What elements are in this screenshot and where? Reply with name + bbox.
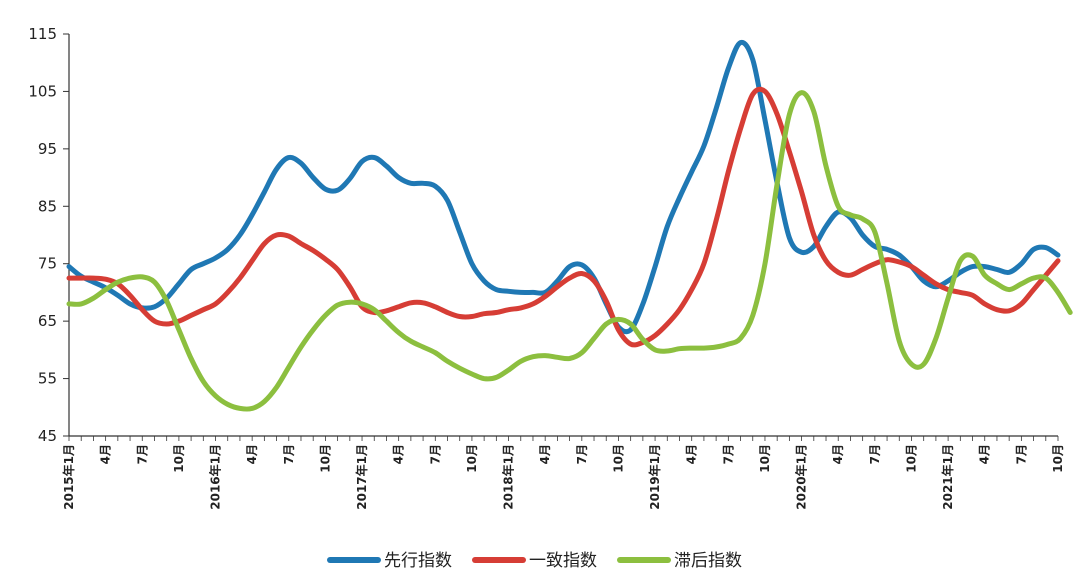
legend-label-coincident: 一致指数 bbox=[529, 551, 597, 571]
x-tick-label: 2020年1月 bbox=[794, 444, 809, 510]
legend-item-lagging: 滞后指数 bbox=[617, 551, 742, 571]
x-tick-label: 2019年1月 bbox=[647, 444, 662, 510]
x-tick-label: 4月 bbox=[831, 444, 845, 464]
series-lines bbox=[66, 39, 1073, 412]
x-tick-label: 10月 bbox=[465, 444, 479, 473]
x-tick-label: 2018年1月 bbox=[501, 444, 516, 510]
x-tick-label: 7月 bbox=[721, 444, 735, 464]
x-tick-label: 7月 bbox=[575, 444, 589, 464]
y-tick-label: 75 bbox=[38, 255, 57, 273]
x-tick-label: 7月 bbox=[282, 444, 296, 464]
x-tick-label: 4月 bbox=[392, 444, 406, 464]
legend-item-leading: 先行指数 bbox=[327, 551, 452, 571]
x-tick-label: 2015年1月 bbox=[61, 444, 76, 510]
legend: 先行指数 一致指数 滞后指数 bbox=[327, 551, 742, 571]
y-tick-label: 55 bbox=[38, 370, 57, 388]
x-tick-label: 2016年1月 bbox=[208, 444, 223, 510]
x-tick-label: 4月 bbox=[978, 444, 992, 464]
lagging-index-line bbox=[66, 90, 1073, 412]
y-tick-label: 105 bbox=[28, 82, 57, 100]
coincident-index-line bbox=[66, 86, 1061, 348]
legend-item-coincident: 一致指数 bbox=[472, 551, 597, 571]
x-tick-label: 10月 bbox=[318, 444, 332, 473]
x-tick-label: 10月 bbox=[172, 444, 186, 473]
x-tick-label: 2021年1月 bbox=[940, 444, 955, 510]
legend-label-leading: 先行指数 bbox=[384, 551, 452, 571]
y-tick-label: 85 bbox=[38, 197, 57, 215]
x-tick-label: 10月 bbox=[904, 444, 918, 473]
x-tick-label: 10月 bbox=[758, 444, 772, 473]
x-tick-label: 7月 bbox=[428, 444, 442, 464]
y-tick-label: 65 bbox=[38, 312, 57, 330]
x-tick-label: 7月 bbox=[135, 444, 149, 464]
y-axis-ticks: 45 55 65 75 85 95 105 115 bbox=[28, 25, 69, 445]
x-tick-label: 4月 bbox=[99, 444, 113, 464]
legend-label-lagging: 滞后指数 bbox=[674, 551, 742, 571]
x-tick-label: 4月 bbox=[538, 444, 552, 464]
x-tick-label: 4月 bbox=[245, 444, 259, 464]
x-tick-label: 10月 bbox=[1051, 444, 1065, 473]
x-tick-label: 10月 bbox=[611, 444, 625, 473]
y-tick-label: 95 bbox=[38, 140, 57, 158]
y-tick-label: 115 bbox=[28, 25, 57, 43]
y-tick-label: 45 bbox=[38, 427, 57, 445]
x-tick-label: 7月 bbox=[1014, 444, 1028, 464]
x-axis-ticks: 2015年1月 4月 7月 10月 2016年1月 4月 7月 10月 2017年1月 4月 7月 1… bbox=[61, 436, 1065, 510]
x-tick-label: 4月 bbox=[685, 444, 699, 464]
axes bbox=[68, 34, 1058, 437]
x-tick-label: 7月 bbox=[868, 444, 882, 464]
leading-index-line bbox=[66, 39, 1061, 335]
x-tick-label: 2017年1月 bbox=[354, 444, 369, 510]
